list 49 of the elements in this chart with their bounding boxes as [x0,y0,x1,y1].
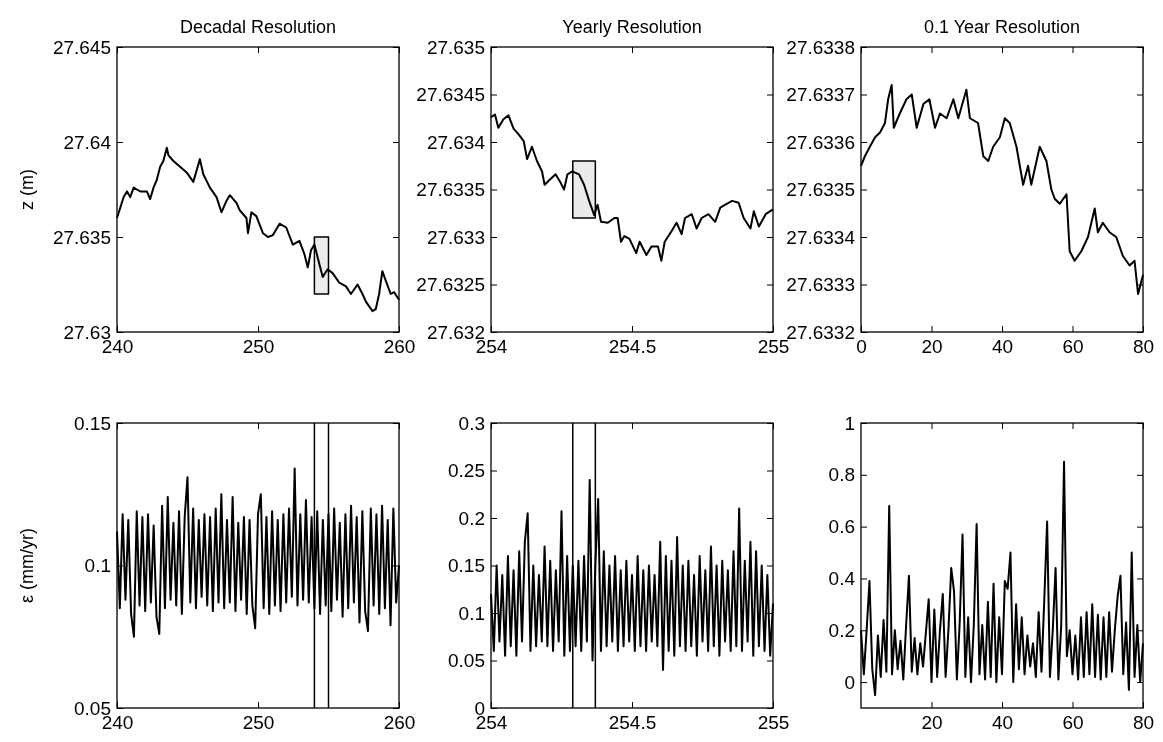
y-tick-label: 0.05 [448,650,485,672]
y-tick-label: 27.6325 [416,274,485,296]
y-tick-label: 27.64 [63,131,112,153]
chart-title: 0.1 Year Resolution [923,17,1081,37]
x-tick-label: 255 [757,712,790,734]
y-tick-label: 0.1 [84,555,111,577]
y-axis-title: z (m) [17,169,37,210]
y-tick-label: 27.6333 [786,274,855,296]
x-tick-label: 60 [1062,712,1084,734]
y-tick-label: 0.6 [828,516,855,538]
y-tick-label: 0.3 [458,412,485,434]
y-tick-label: 0.2 [458,507,485,529]
y-tick-label: 0.4 [828,568,856,590]
x-tick-label: 80 [1132,336,1155,358]
x-tick-label: 20 [921,712,943,734]
y-tick-label: 0.2 [828,619,855,641]
y-tick-label: 1 [844,412,855,434]
y-tick-label: 27.6336 [786,131,855,153]
x-tick-label: 60 [1062,336,1084,358]
x-tick-label: 80 [1132,712,1155,734]
x-tick-label: 254.5 [608,712,657,734]
y-tick-label: 0.15 [74,412,111,434]
y-tick-label: 0.25 [448,460,485,482]
x-tick-label: 250 [242,712,275,734]
y-tick-label: 27.6335 [416,179,485,201]
y-tick-label: 27.645 [52,36,111,58]
y-tick-label: 0 [844,671,855,693]
y-tick-label: 27.6337 [786,84,855,106]
x-tick-label: 260 [383,712,416,734]
y-tick-label: 27.633 [426,226,485,248]
y-tick-label: 0.15 [448,555,485,577]
y-tick-label: 27.6334 [786,226,856,248]
chart-title: Yearly Resolution [562,17,702,37]
x-tick-label: 20 [921,336,943,358]
y-tick-label: 27.635 [426,36,485,58]
y-tick-label: 27.6335 [786,179,855,201]
y-axis-title: ε (mm/yr) [17,528,37,603]
chart-title: Decadal Resolution [179,17,337,37]
y-tick-label: 0.8 [828,464,855,486]
y-tick-label: 27.6338 [786,36,855,58]
x-tick-label: 250 [242,336,275,358]
y-tick-label: 27.6345 [416,84,485,106]
y-tick-label: 0.1 [458,602,485,624]
x-tick-label: 260 [383,336,416,358]
x-tick-label: 40 [991,336,1014,358]
x-tick-label: 40 [991,712,1014,734]
y-tick-label: 27.635 [52,226,111,248]
x-tick-label: 254.5 [608,336,657,358]
y-tick-label: 27.634 [426,131,486,153]
